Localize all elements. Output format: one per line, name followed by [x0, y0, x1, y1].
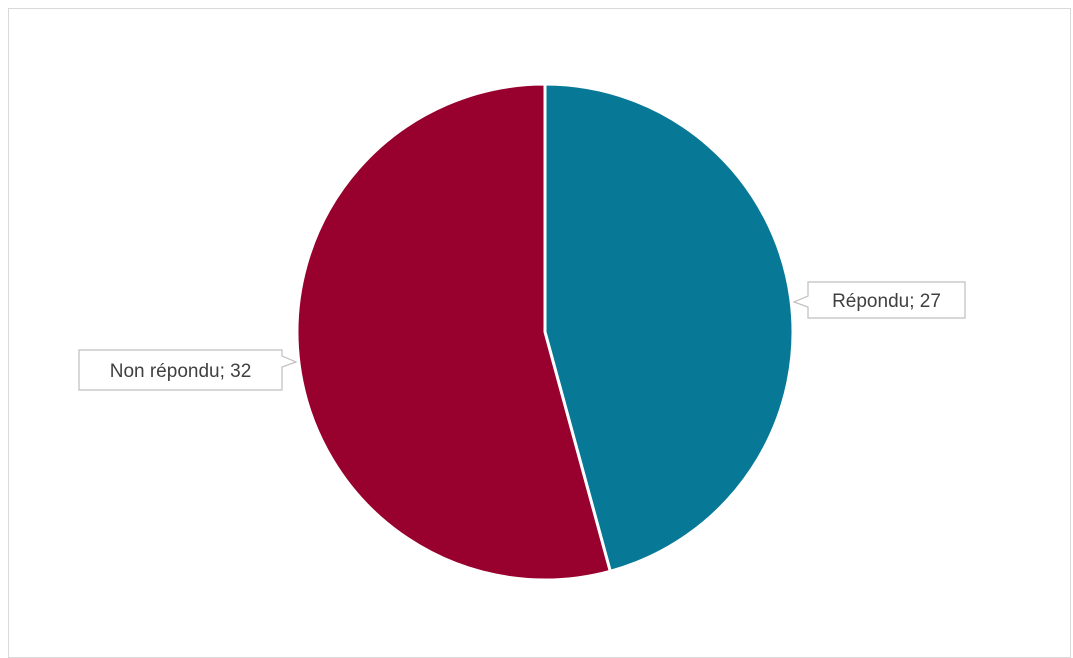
- pie-slice-répondu: [543, 82, 795, 573]
- pie-slice-non-répondu: [295, 82, 612, 582]
- data-label-non-répondu: Non répondu; 32: [78, 349, 298, 391]
- callout-box: [792, 281, 966, 319]
- data-label-text: Non répondu; 32: [110, 361, 252, 382]
- data-labels: Répondu; 27 Non répondu; 32: [78, 281, 966, 391]
- data-label-text: Répondu; 27: [832, 291, 941, 312]
- pie-slices: [295, 82, 795, 582]
- data-label-répondu: Répondu; 27: [792, 281, 966, 319]
- callout-box: [78, 349, 298, 391]
